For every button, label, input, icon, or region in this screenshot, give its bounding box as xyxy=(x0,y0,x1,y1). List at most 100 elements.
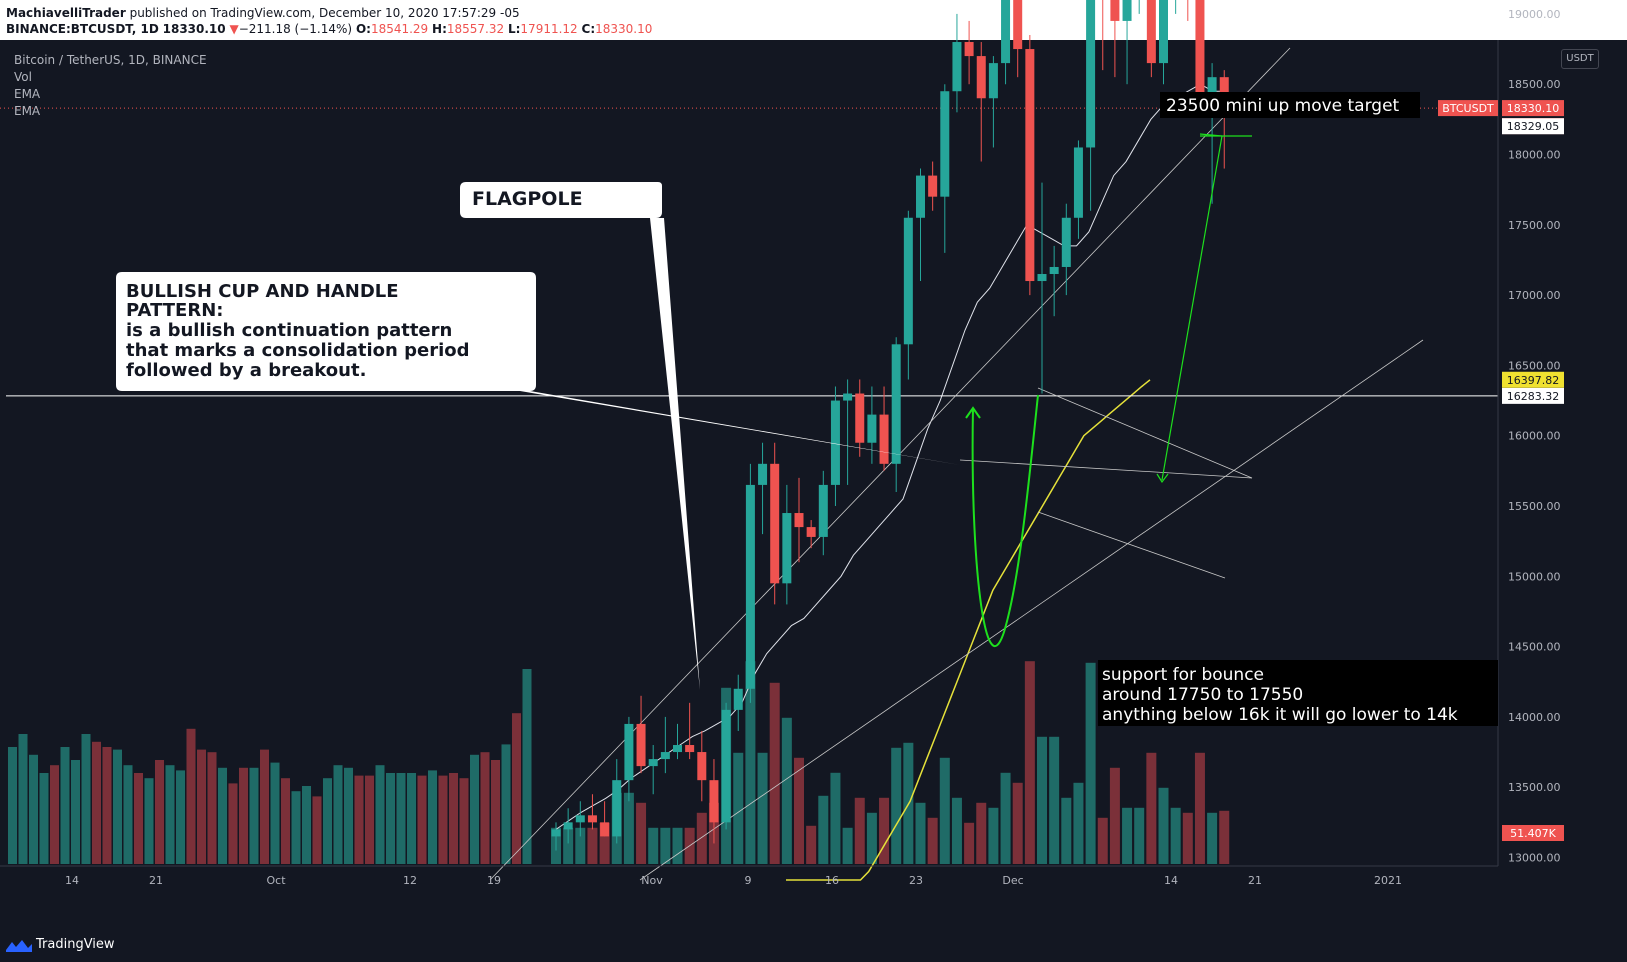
cup-handle-title-2: PATTERN: xyxy=(126,300,223,321)
cup-handle-desc-3: followed by a breakout. xyxy=(126,360,366,381)
candle-body xyxy=(612,780,622,837)
time-tick-label: 21 xyxy=(1248,874,1262,887)
price-tick-label: 14500.00 xyxy=(1508,641,1561,654)
volume-bar xyxy=(648,827,659,864)
target-arrow-up xyxy=(1161,135,1223,481)
volume-bar xyxy=(407,773,416,864)
candle-body xyxy=(818,484,828,537)
price-tick-label: 17500.00 xyxy=(1508,219,1561,232)
volume-bar xyxy=(197,749,206,864)
tradingview-logo-icon xyxy=(6,939,32,952)
volume-bar xyxy=(854,797,865,864)
target-label-box[interactable] xyxy=(1160,92,1420,118)
legend-volume[interactable]: Vol xyxy=(14,70,32,84)
candle-body xyxy=(733,688,743,710)
volume-bar xyxy=(794,757,804,864)
candle-body xyxy=(1207,77,1217,106)
candle-body xyxy=(636,723,646,767)
low-label: L: xyxy=(507,22,521,36)
volume-bar xyxy=(333,765,343,864)
open-label: O: xyxy=(355,22,371,36)
candle-body xyxy=(1025,49,1035,282)
volume-bar xyxy=(988,807,999,864)
volume-bar xyxy=(71,760,80,864)
currency-badge[interactable]: USDT xyxy=(1561,49,1599,69)
cup-handle-callout-box[interactable] xyxy=(116,272,960,465)
legend-ema-2[interactable]: EMA xyxy=(14,104,41,118)
time-tick-label: 16 xyxy=(825,874,839,887)
symbol-price-tag-label: BTCUSDT xyxy=(1442,102,1494,115)
volume-bar xyxy=(915,802,926,864)
time-tick-label: 2021 xyxy=(1374,874,1402,887)
volume-bar xyxy=(1134,807,1145,864)
support-note-box[interactable] xyxy=(1098,660,1498,726)
volume-bar xyxy=(312,796,322,864)
price-change: −211.18 (−1.14%) xyxy=(238,22,353,36)
candle-body xyxy=(770,463,780,584)
volume-bar xyxy=(165,765,175,864)
volume-bar xyxy=(39,773,49,864)
volume-bar xyxy=(428,770,437,864)
volume-bar xyxy=(270,762,280,864)
volume-bar xyxy=(636,802,647,864)
close-value: 18330.10 xyxy=(595,22,653,36)
volume-bar xyxy=(512,713,521,864)
volume-bar xyxy=(113,749,122,864)
candle-body xyxy=(758,463,768,485)
tradingview-brand[interactable]: TradingView xyxy=(6,937,115,952)
trend-line xyxy=(1037,511,1226,579)
legend-ema-1[interactable]: EMA xyxy=(14,87,41,101)
legend-title[interactable]: Bitcoin / TetherUS, 1D, BINANCE xyxy=(14,53,207,67)
volume-bar xyxy=(396,773,406,864)
high-label: H: xyxy=(432,22,447,36)
volume-bar xyxy=(563,827,574,864)
publisher-name[interactable]: MachiavelliTrader xyxy=(6,6,126,20)
volume-bar xyxy=(769,682,780,864)
candle-body xyxy=(551,829,561,837)
candle-body xyxy=(709,780,719,823)
candle-body xyxy=(1037,274,1047,282)
volume-bar xyxy=(102,747,112,864)
volume-bar xyxy=(672,827,683,864)
chart-legend: Bitcoin / TetherUS, 1D, BINANCE Vol EMA … xyxy=(14,52,207,120)
candle-body xyxy=(1110,0,1120,21)
volume-bar xyxy=(1000,772,1011,864)
level-price-tag-label: 16283.32 xyxy=(1507,390,1560,403)
volume-bar xyxy=(260,749,269,864)
volume-bar xyxy=(249,767,259,864)
publish-line: MachiavelliTrader published on TradingVi… xyxy=(6,6,520,20)
candle-body xyxy=(928,175,938,197)
volume-bar xyxy=(1073,782,1084,864)
footer xyxy=(0,925,1627,962)
candle-body xyxy=(830,400,840,485)
volume-bar xyxy=(781,717,792,864)
volume-bar xyxy=(480,752,490,864)
candle-body xyxy=(976,56,986,99)
candle-body xyxy=(1013,0,1023,50)
volume-bar xyxy=(134,773,143,864)
candle-body xyxy=(648,759,658,767)
candle-body xyxy=(745,484,755,689)
volume-bar xyxy=(29,754,38,864)
price-tick-label: 15500.00 xyxy=(1508,500,1561,513)
volume-bar xyxy=(891,747,902,864)
volume-bar xyxy=(1024,661,1035,864)
volume-bar xyxy=(660,827,671,864)
volume-bar xyxy=(951,797,962,864)
candle-body xyxy=(624,723,634,781)
volume-bar xyxy=(745,661,756,864)
volume-bar xyxy=(1170,807,1181,864)
candle-body xyxy=(940,91,950,197)
price-tag-label: 18329.05 xyxy=(1507,120,1560,133)
time-tick-label: 14 xyxy=(65,874,79,887)
volume-bar xyxy=(491,760,500,864)
price-chart[interactable]: 13000.00 13500.00 14000.00 14500.00 15000.00… xyxy=(0,0,1627,925)
price-tag xyxy=(1502,100,1564,117)
cup-handle-desc-1: is a bullish continuation pattern xyxy=(126,320,452,341)
time-tick-label: 12 xyxy=(403,874,417,887)
candle-body xyxy=(806,527,816,537)
candle-body xyxy=(1146,0,1156,64)
volume-bar xyxy=(1049,736,1060,864)
volume-bar xyxy=(8,747,17,864)
candle-body xyxy=(1061,217,1071,267)
